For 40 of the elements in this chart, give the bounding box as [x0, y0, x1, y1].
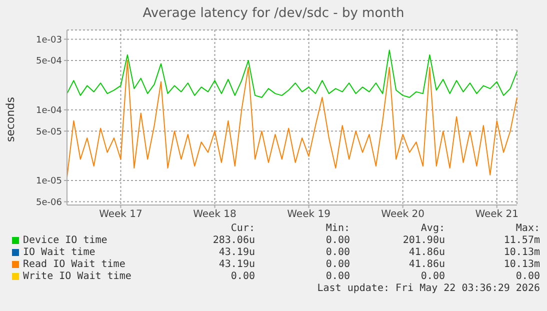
text: 11.57m — [502, 234, 540, 246]
text: 0.00 — [230, 270, 255, 282]
text: 43.19u — [218, 246, 255, 258]
text: 283.06u — [212, 234, 255, 246]
text: Min: — [324, 222, 350, 234]
y-tick-label: 1e-04 — [36, 106, 62, 116]
y-tick-label: 5e-05 — [36, 127, 62, 138]
line-series — [66, 60, 518, 178]
legend-label: Write IO Wait time — [23, 270, 132, 282]
x-tick-label: Week 17 — [99, 209, 142, 220]
x-tick-label: Week 19 — [287, 209, 330, 220]
text: 0.00 — [324, 234, 350, 246]
legend-label: IO Wait time — [23, 246, 96, 258]
text: 0.00 — [420, 270, 445, 282]
legend-label: Device IO time — [23, 234, 108, 246]
text: Cur: — [230, 222, 255, 234]
legend-label: Read IO Wait time — [23, 258, 126, 270]
line-series — [66, 50, 518, 98]
chart-title: Average latency for /dev/sdc - by month — [142, 6, 406, 21]
text: Last update: Fri May 22 03:36:29 2026 — [316, 282, 540, 294]
x-tick-label: Week 21 — [475, 209, 519, 220]
text: 0.00 — [324, 258, 350, 270]
text: 0.00 — [324, 246, 350, 258]
text: 43.19u — [218, 258, 255, 270]
text: 41.86u — [408, 258, 445, 270]
y-axis-title: seconds — [4, 97, 17, 142]
y-tick-label: 5e-04 — [36, 56, 62, 67]
text: Avg: — [420, 222, 445, 234]
text: 10.13m — [502, 258, 540, 270]
text: 41.86u — [408, 246, 445, 258]
y-tick-label: 1e-03 — [36, 35, 62, 46]
text: 201.90u — [402, 234, 445, 246]
x-tick-label: Week 18 — [193, 209, 236, 220]
y-tick-label: 1e-05 — [36, 176, 62, 187]
text: 0.00 — [514, 270, 540, 282]
text: Max: — [514, 222, 540, 234]
text: 10.13m — [502, 246, 540, 258]
x-tick-label: Week 20 — [381, 209, 424, 220]
text: 0.00 — [324, 270, 350, 282]
y-tick-label: 5e-06 — [36, 198, 62, 208]
